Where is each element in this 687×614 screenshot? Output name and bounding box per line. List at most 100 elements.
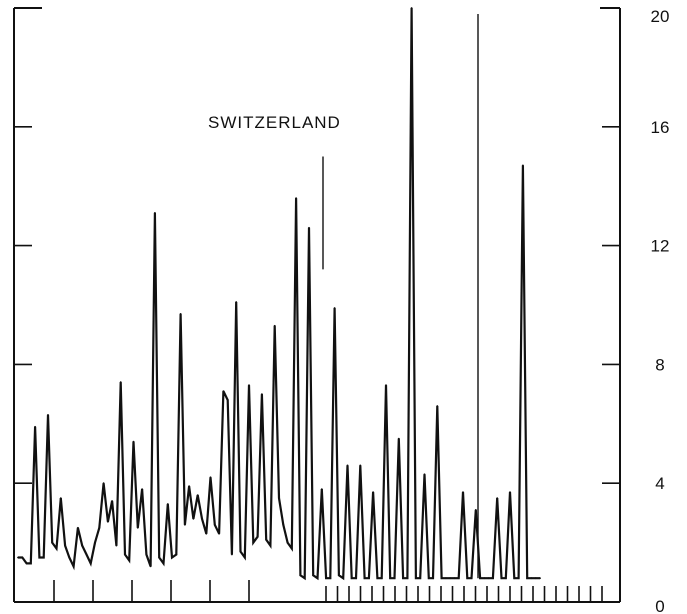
data-point [397,437,400,440]
data-point [188,485,191,488]
data-point [534,577,537,580]
axes [13,7,621,603]
data-point [205,532,208,535]
y-tick-label: 0 [655,597,664,614]
data-point [119,381,122,384]
data-point [445,577,447,580]
data-point [389,577,392,580]
data-point [385,384,387,387]
data-point [290,547,293,550]
data-point [466,577,469,580]
series-line [18,7,540,581]
data-point [115,544,118,547]
data-point [171,556,173,559]
data-point [231,553,233,556]
data-point [496,497,499,499]
data-point [72,565,75,568]
data-point [329,577,332,580]
data-point [479,577,481,580]
data-point [248,384,250,387]
data-point [286,541,289,544]
data-point [192,517,195,520]
data-point [517,577,520,580]
data-point [128,559,131,562]
data-point [462,491,464,493]
data-point [29,562,32,565]
data-point [269,544,272,547]
data-point [295,197,297,200]
data-point [415,577,417,580]
data-point [201,517,203,520]
data-point [436,405,439,407]
data-point [179,313,182,315]
y-tick-label: 4 [655,474,664,493]
data-point [333,307,336,309]
data-point [81,544,84,547]
data-point [470,577,473,580]
data-point [184,523,186,526]
data-point [25,562,28,565]
data-point [303,577,306,580]
data-point [539,577,541,580]
data-point [308,226,310,229]
data-point [222,390,225,392]
data-point [504,577,507,580]
data-point [51,541,54,544]
data-point [526,577,529,580]
y-tick-label: 16 [651,118,670,137]
data-point [132,440,135,443]
data-point [124,553,126,556]
data-point [393,577,396,580]
data-point [64,544,66,547]
data-point [256,535,259,538]
data-point [440,577,443,580]
data-point [474,509,477,511]
data-point [34,425,36,428]
data-point [453,577,456,580]
data-point [522,164,524,167]
data-point [338,574,340,577]
data-point [47,414,49,416]
data-point [136,526,139,529]
data-point [85,553,88,556]
data-point [141,488,144,490]
data-point [278,497,280,499]
data-point [154,212,156,214]
data-layer [17,7,541,581]
data-point [21,556,24,559]
data-point [102,482,105,485]
data-point [265,538,268,541]
data-point [111,500,113,502]
data-point [77,526,79,529]
data-point [376,577,379,580]
data-point [89,562,92,565]
data-point [68,556,71,559]
data-point [355,577,357,580]
chart-title: SWITZERLAND [208,113,341,132]
y-tick-label: 12 [651,237,670,256]
data-point [320,488,323,490]
data-point [492,577,494,580]
data-point [299,574,302,577]
data-point [175,553,178,556]
data-point [432,577,434,580]
data-point [342,577,345,580]
data-point [500,577,503,580]
data-point [145,553,148,556]
data-point [372,491,374,493]
data-point [17,556,19,559]
x-axis-ticks [53,580,603,602]
data-point [406,577,409,580]
data-point [226,399,229,401]
data-point [273,324,276,327]
data-point [513,577,516,580]
data-point [419,577,422,580]
data-point [325,577,327,580]
data-point [402,577,404,580]
data-point [509,491,511,493]
data-point [457,577,460,580]
data-point [218,532,221,535]
data-point [380,577,383,580]
data-point [59,497,62,499]
